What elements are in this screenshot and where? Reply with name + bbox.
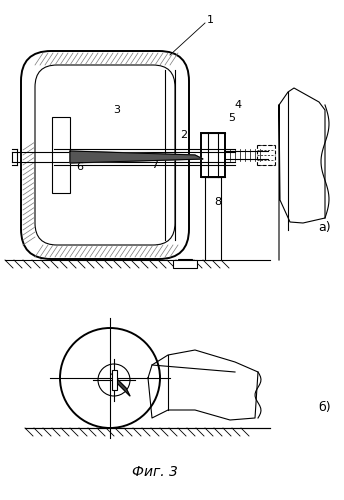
Text: 6: 6 (76, 162, 84, 172)
Text: 5: 5 (228, 113, 236, 123)
Text: 1: 1 (206, 15, 214, 25)
FancyBboxPatch shape (21, 51, 189, 259)
Text: а): а) (319, 222, 331, 234)
Text: 4: 4 (235, 100, 241, 110)
Bar (205, 177, 221, 260)
Polygon shape (112, 374, 130, 396)
Bar (201, 133, 225, 177)
Text: 2: 2 (181, 130, 187, 140)
Bar (178, 259, 192, 260)
Text: Фиг. 3: Фиг. 3 (132, 465, 178, 479)
Text: 8: 8 (214, 197, 222, 207)
Bar (173, 260, 197, 268)
Bar (52, 117, 70, 193)
FancyBboxPatch shape (35, 65, 175, 245)
Text: 7: 7 (151, 160, 159, 170)
Text: 3: 3 (114, 105, 120, 115)
Text: б): б) (319, 402, 331, 414)
Bar (54, 125, 68, 185)
Bar (112, 370, 117, 390)
Polygon shape (70, 151, 203, 163)
